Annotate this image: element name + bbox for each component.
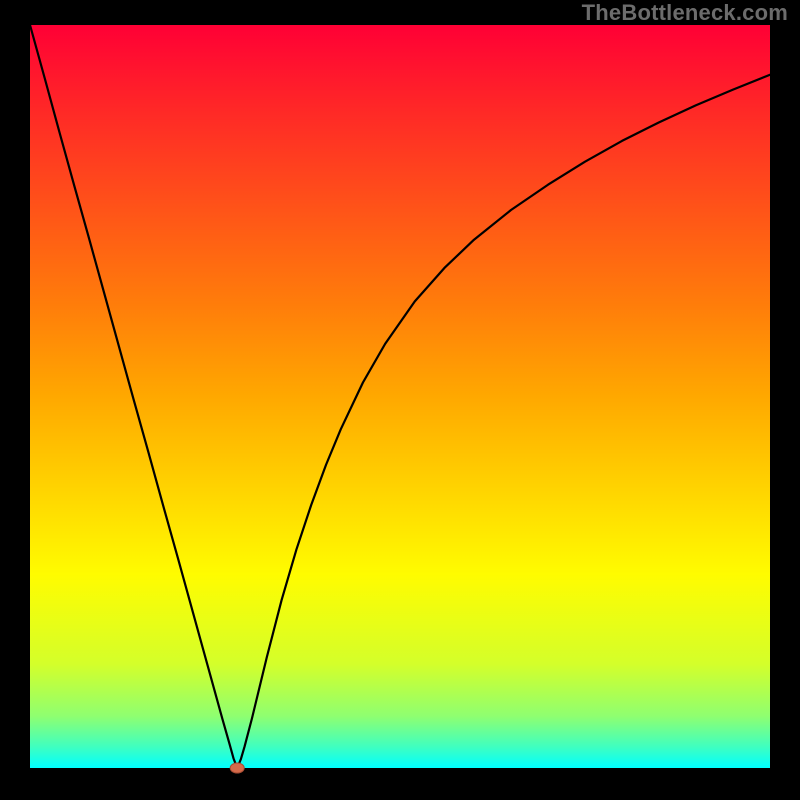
optimal-point-marker: [230, 763, 244, 773]
chart-svg: [0, 0, 800, 800]
chart-container: TheBottleneck.com: [0, 0, 800, 800]
plot-background: [30, 25, 770, 768]
watermark-text: TheBottleneck.com: [582, 0, 788, 26]
